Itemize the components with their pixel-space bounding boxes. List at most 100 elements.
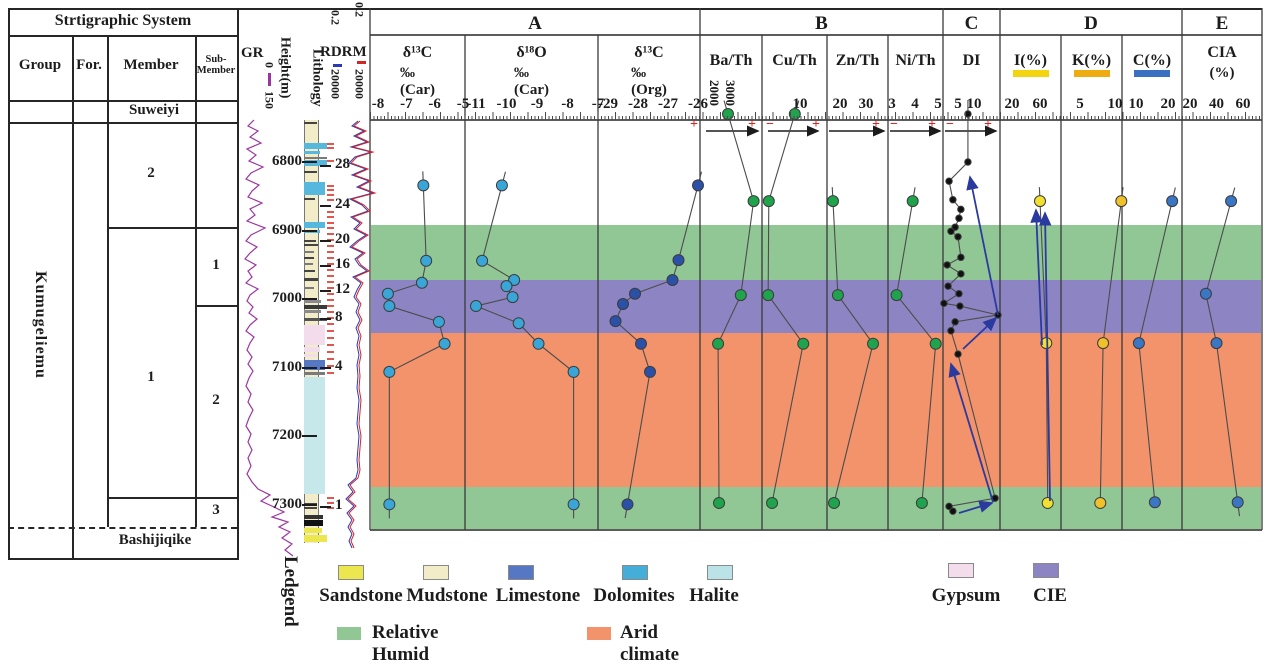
legend-swatch-dolomites bbox=[622, 565, 648, 580]
sample-red-tick bbox=[327, 305, 334, 307]
column-header-zn_th: Zn/Th bbox=[835, 52, 880, 69]
sample-number-dash bbox=[320, 165, 331, 167]
data-point-di bbox=[954, 350, 962, 358]
data-point-d13c_car bbox=[417, 179, 430, 192]
sample-red-tick bbox=[327, 330, 334, 332]
sample-number: 28 bbox=[335, 156, 350, 172]
data-point-d18o_car bbox=[567, 498, 580, 511]
data-point-di bbox=[964, 158, 972, 166]
depth-tick-label: 7300 bbox=[272, 496, 302, 512]
column-colorbar-k_pct bbox=[1073, 70, 1110, 77]
axis-tick-d13c_car: -7 bbox=[400, 96, 413, 112]
sample-red-tick bbox=[327, 199, 334, 201]
lithology-bar bbox=[304, 157, 327, 159]
data-point-di bbox=[949, 507, 957, 515]
lithology-bar bbox=[304, 318, 327, 321]
data-point-ba_th bbox=[734, 289, 747, 302]
series-line-cia bbox=[1205, 187, 1241, 517]
rd-curve-color-key bbox=[333, 64, 342, 67]
depth-tick-label: 7200 bbox=[272, 427, 302, 444]
sample-red-tick bbox=[327, 337, 334, 339]
axis-tick-ni_th: 5 bbox=[934, 96, 942, 112]
column-header-d13c_org: δ¹³C bbox=[634, 44, 664, 61]
legend-swatch-mudstone bbox=[423, 565, 449, 580]
rm-scale-min: 0.2 bbox=[352, 2, 367, 17]
sample-red-tick bbox=[327, 245, 334, 247]
data-point-d18o_car bbox=[470, 300, 482, 313]
table-col-formation: For. bbox=[76, 57, 102, 73]
series-line-i_pct bbox=[1038, 187, 1049, 503]
column-header-i_pct: I(%) bbox=[1014, 52, 1047, 69]
series-line-d13c_org bbox=[614, 171, 703, 519]
sample-red-tick bbox=[327, 143, 334, 145]
data-point-d18o_car bbox=[500, 280, 513, 293]
sample-red-tick bbox=[327, 344, 334, 346]
table-col-member: Member bbox=[123, 57, 179, 73]
group-kumugeliemu: Kumugeliemu bbox=[32, 270, 49, 379]
column-header-d18o_car: δ¹⁸O bbox=[516, 44, 547, 61]
series-line-ni_th bbox=[896, 187, 937, 503]
data-point-di bbox=[943, 261, 951, 269]
axis-minus-mark: − bbox=[946, 117, 954, 132]
column-header-c_pct: C(%) bbox=[1132, 52, 1172, 69]
depth-tick-label: 6900 bbox=[272, 221, 302, 238]
axis-tick-c_pct: 20 bbox=[1160, 96, 1176, 112]
sample-red-tick bbox=[327, 211, 334, 213]
rd-scale-max: 20000 bbox=[328, 69, 343, 99]
trend-arrow bbox=[962, 316, 998, 350]
sample-red-tick bbox=[327, 497, 334, 499]
sample-red-tick bbox=[327, 358, 334, 360]
data-point-d18o_car bbox=[567, 365, 580, 378]
legend-label-climate: Arid climate bbox=[620, 622, 680, 665]
axis-plus-mark: + bbox=[690, 117, 698, 132]
sample-red-tick bbox=[327, 147, 334, 149]
depth-tick-dash bbox=[302, 504, 317, 506]
formation-suweiyi: Suweiyi bbox=[128, 102, 180, 118]
data-point-cu_th bbox=[762, 289, 775, 302]
axis-tick-k_pct: 5 bbox=[1076, 96, 1084, 112]
data-point-cia bbox=[1199, 287, 1212, 300]
data-point-di bbox=[947, 327, 955, 335]
legend-swatch-limestone bbox=[508, 565, 534, 580]
data-point-d13c_car bbox=[438, 337, 451, 350]
table-line bbox=[8, 100, 237, 102]
lithology-bar bbox=[304, 143, 327, 149]
axis-minus-mark: − bbox=[766, 117, 774, 132]
column-header2-d13c_org: ‰ (Org) bbox=[631, 65, 667, 98]
data-point-ba_th bbox=[747, 195, 760, 208]
series-line-c_pct bbox=[1138, 187, 1176, 503]
lithology-bar bbox=[304, 535, 327, 542]
data-point-d13c_org bbox=[609, 315, 622, 328]
data-point-di bbox=[945, 502, 953, 511]
submember-2: 2 bbox=[212, 392, 220, 408]
legend-label-cie: CIE bbox=[1033, 585, 1067, 606]
data-point-d13c_car bbox=[383, 300, 396, 313]
data-point-cu_th bbox=[762, 195, 775, 208]
axis-tick-rot-ba_th: 2000 bbox=[707, 80, 722, 106]
data-point-d18o_car bbox=[532, 337, 545, 350]
data-point-d13c_org bbox=[629, 287, 641, 300]
sample-red-tick bbox=[327, 275, 334, 277]
table-line bbox=[195, 35, 197, 527]
depth-tick-label: 7100 bbox=[272, 358, 302, 375]
column-header2-d13c_car: ‰(Car) bbox=[400, 65, 435, 98]
axis-tick-i_pct: 20 bbox=[1004, 96, 1020, 112]
formation-bashijiqike: Bashijiqike bbox=[118, 532, 192, 548]
axis-tick-cu_th: 10 bbox=[792, 96, 808, 112]
sample-red-tick bbox=[327, 233, 334, 235]
data-point-d13c_org bbox=[617, 298, 629, 311]
gr-label: GR bbox=[241, 45, 264, 61]
data-point-di bbox=[956, 302, 964, 310]
data-point-i_pct bbox=[1034, 195, 1046, 208]
rd-scale-min: 0.2 bbox=[328, 10, 343, 25]
column-header-cia: CIA bbox=[1207, 44, 1237, 61]
data-point-di bbox=[940, 299, 948, 308]
lithology-bar bbox=[304, 520, 323, 526]
data-point-i_pct bbox=[1041, 496, 1054, 509]
legend-swatch-sandstone bbox=[338, 565, 364, 580]
column-header-d13c_car: δ¹³C bbox=[402, 44, 433, 61]
axis-major-ticks bbox=[370, 112, 1262, 120]
data-point-d13c_org bbox=[692, 179, 704, 192]
depth-tick-label: 7000 bbox=[272, 290, 302, 307]
member-1: 1 bbox=[147, 369, 155, 385]
